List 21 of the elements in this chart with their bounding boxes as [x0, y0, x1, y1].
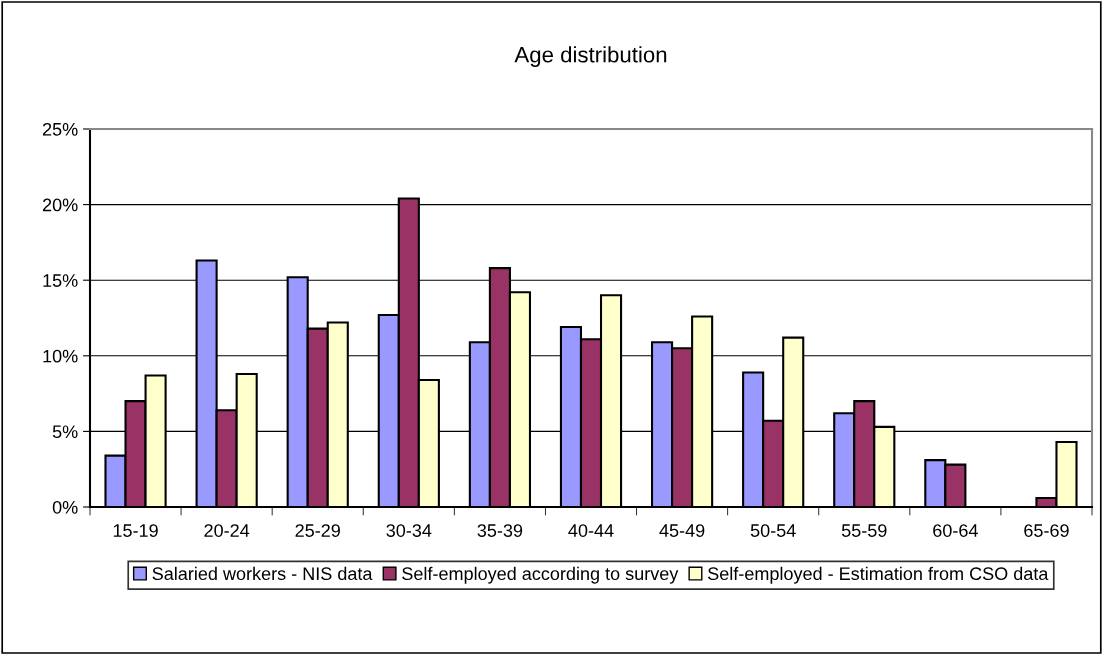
x-tick-label: 60-64	[933, 524, 978, 537]
x-tick-label: 15-19	[113, 524, 158, 537]
y-tick-label: 0%	[52, 500, 78, 514]
x-tick-label: 40-44	[568, 524, 614, 537]
x-tick-label: 45-49	[659, 524, 705, 537]
legend-label: Salaried workers - NIS data	[152, 566, 373, 581]
x-tick-label: 55-59	[841, 524, 887, 537]
legend-label: Self-employed - Estimation from CSO data	[708, 566, 1049, 584]
chart-title: Age distribution	[514, 46, 667, 67]
x-tick-label: 25-29	[295, 524, 340, 537]
x-tick-label: 20-24	[204, 524, 250, 537]
y-tick-label: 25%	[42, 122, 78, 136]
x-tick-label: 30-34	[386, 524, 432, 537]
x-tick-label: 65-69	[1024, 524, 1069, 537]
legend-label: Self-employed according to survey	[402, 566, 679, 584]
y-tick-label: 20%	[42, 198, 78, 212]
y-tick-label: 15%	[43, 274, 78, 287]
y-tick-label: 5%	[52, 425, 78, 439]
y-tick-label: 10%	[43, 349, 78, 363]
x-tick-label: 50-54	[750, 524, 796, 537]
x-tick-label: 35-39	[477, 524, 523, 537]
